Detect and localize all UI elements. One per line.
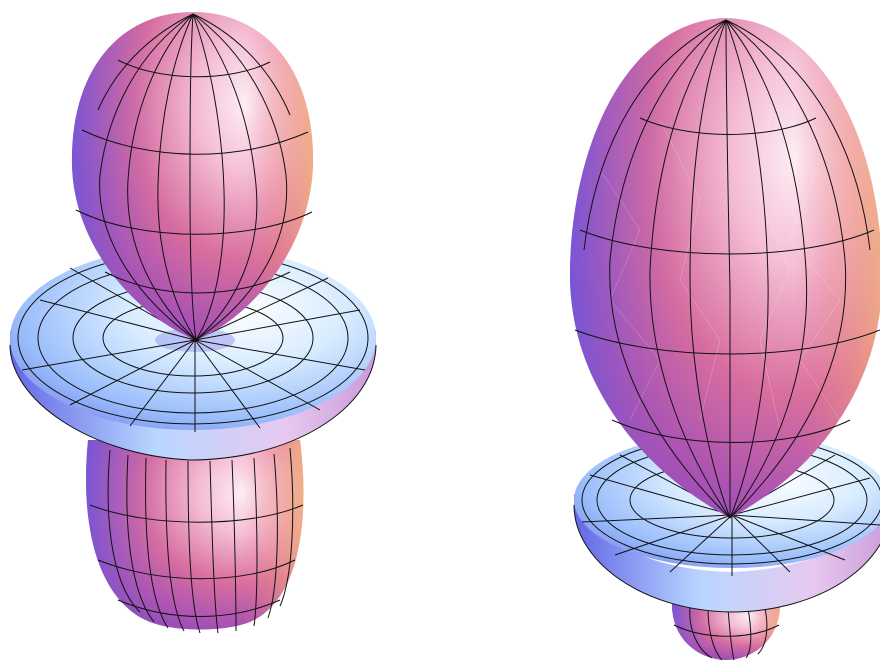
right-upper-lobe	[569, 18, 880, 519]
right-orbital	[569, 18, 880, 661]
left-lower-lobe	[85, 440, 304, 634]
left-orbital	[9, 12, 377, 634]
left-upper-lobe	[71, 12, 314, 341]
right-lower-lobe	[671, 600, 781, 661]
